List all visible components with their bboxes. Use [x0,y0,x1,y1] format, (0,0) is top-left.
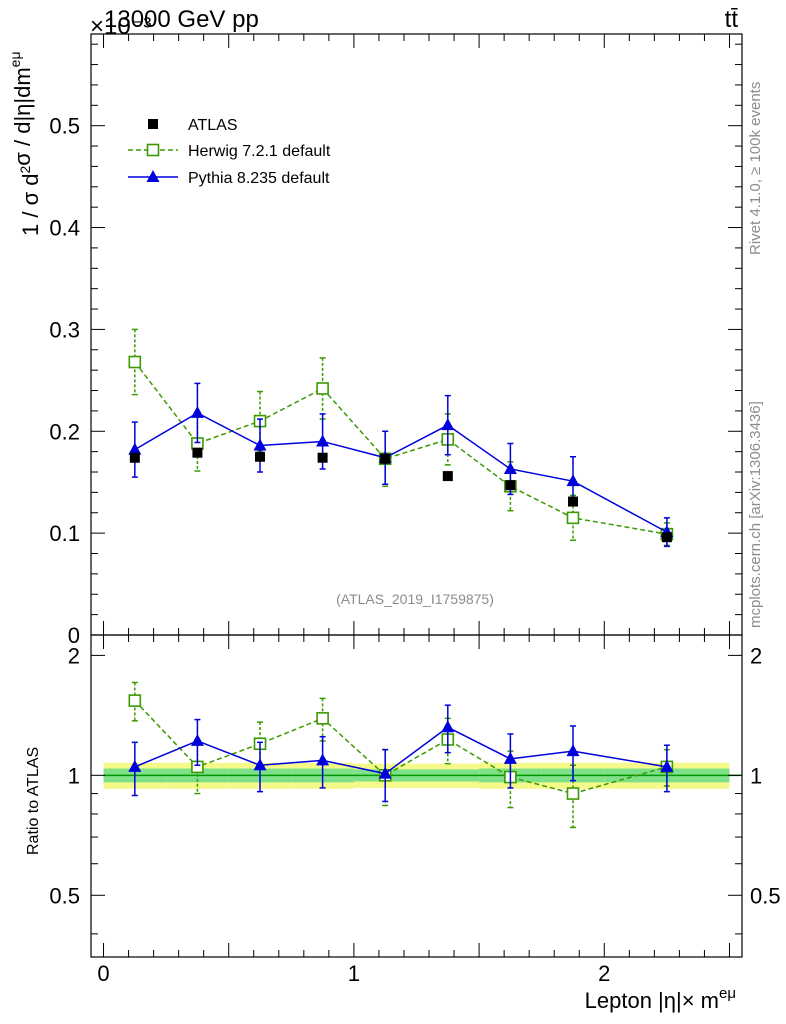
ratio-y-tick-label-right: 0.5 [750,883,781,908]
ratio-panel-frame [90,634,743,958]
y-scale-exponent: ×10⁻³ [90,13,151,40]
pythia-point [253,438,267,451]
pythia-point [503,461,517,474]
atlas-data-point [192,447,203,458]
legend: ATLAS Herwig 7.2.1 default Pythia 8.235 de… [128,117,331,187]
pythia-line [134,412,668,533]
ratio-y-axis-title: Ratio to ATLAS [25,747,42,855]
x-tick-label: 1 [348,961,360,986]
main-y-tick-label: 0.4 [49,216,80,241]
pythia-point [441,418,455,431]
pythia-point [316,753,330,766]
rivet-version-label: Rivet 4.1.0, ≥ 100k events [747,82,764,255]
herwig-point [128,694,142,707]
pythia-point [566,474,580,487]
analysis-label: (ATLAS_2019_I1759875) [336,591,494,607]
legend-label-pythia: Pythia 8.235 default [188,170,330,187]
herwig-point [316,712,329,725]
atlas-data-point [661,532,672,543]
main-plot-series [128,328,674,548]
axis-ticks [91,34,742,957]
main-y-axis-title: 1 / σ d2σ / d|η|dmeμ [7,51,43,236]
pythia-point [566,744,580,757]
pythia-point [253,758,267,771]
pythia-point [190,405,204,418]
pythia-point [660,759,674,772]
legend-label-data: ATLAS [188,117,238,134]
x-axis-title: Lepton |η|× meμ [585,985,736,1013]
energy-label: 13000 GeV pp [104,6,259,33]
pythia-point [128,442,142,455]
atlas-data-point [567,496,578,507]
pythia-point [190,733,204,746]
x-tick-label: 2 [598,961,610,986]
main-y-tick-label: 0.3 [49,317,80,342]
main-y-tick-label: 0.5 [49,114,80,139]
atlas-data-point [442,471,453,482]
herwig-point [566,787,580,800]
ratio-y-tick-label: 1 [68,763,80,788]
legend-label-herwig: Herwig 7.2.1 default [188,143,331,160]
pythia-point [316,434,330,447]
herwig-point [316,382,329,395]
pythia-point [441,720,455,733]
ratio-y-tick-label: 0.5 [49,883,80,908]
herwig-point [128,355,142,369]
main-y-tick-label: 0.1 [49,521,80,546]
main-y-tick-label: 0.2 [49,419,80,444]
process-label: tt̄ [725,6,739,33]
pythia-point [503,751,517,764]
herwig-point [146,143,160,157]
atlas-data-point [148,119,158,129]
ratio-y-tick-label-right: 1 [750,763,762,788]
pythia-point [146,170,160,182]
atlas-data-point [505,480,516,491]
herwig-line [134,361,668,535]
ratio-y-tick-label-right: 2 [750,643,762,668]
axis-tick-labels: 0 1 200.10.20.30.40.50.5 0.51 12 2 [49,114,780,986]
atlas-data-point [255,451,266,462]
pythia-point [378,766,392,779]
atlas-data-point [380,453,391,464]
ratio-y-tick-label: 2 [68,643,80,668]
mcplots-label: mcplots.cern.ch [arXiv:1306.3436] [747,401,764,628]
x-tick-label: 0 [97,961,109,986]
atlas-data-point [317,452,328,463]
ratio-plot-series [128,681,674,829]
atlas-data-point [129,452,140,463]
herwig-point [566,511,580,525]
main-y-tick-label: 0 [68,623,80,648]
herwig-line [134,700,668,795]
pythia-point [128,759,142,772]
